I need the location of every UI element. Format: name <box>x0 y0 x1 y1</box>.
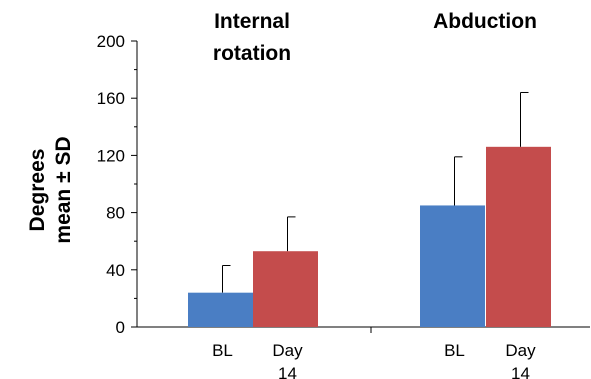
y-tick-label: 120 <box>97 146 125 165</box>
group-title: Abduction <box>433 10 537 33</box>
y-tick-label: 200 <box>97 32 125 51</box>
y-axis-label: Degrees mean ± SD <box>26 136 75 243</box>
y-axis-label-line: mean ± SD <box>52 136 75 243</box>
group-title: Internal <box>214 10 290 33</box>
x-tick-label: 14 <box>511 364 530 379</box>
y-tick-label: 80 <box>106 204 125 223</box>
group-title: rotation <box>213 42 291 65</box>
bar <box>253 251 318 327</box>
y-axis-label-line: Degrees <box>26 149 49 232</box>
bar <box>188 292 253 327</box>
x-tick-label: 14 <box>278 364 297 379</box>
y-tick-label: 40 <box>106 261 125 280</box>
bar <box>486 146 551 327</box>
bar <box>420 205 485 327</box>
x-tick-label: BL <box>212 341 233 360</box>
labels: 0 40 80 120 160 200 Degrees mean ± SD Internal ro… <box>26 10 537 379</box>
y-tick-label: 160 <box>97 89 125 108</box>
x-tick-label: Day <box>505 341 536 360</box>
x-tick-label: Day <box>272 341 303 360</box>
y-tick-label: 0 <box>116 318 125 337</box>
bars <box>188 91 551 327</box>
x-tick-label: BL <box>444 341 465 360</box>
